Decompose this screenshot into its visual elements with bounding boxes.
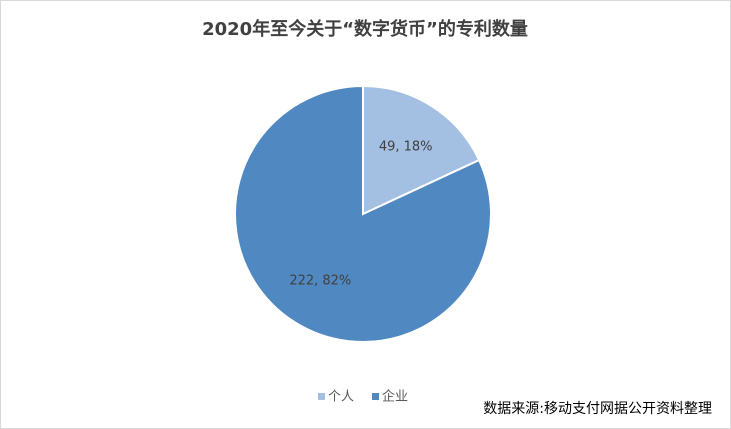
source-note: 数据来源:移动支付网据公开资料整理 <box>483 401 712 417</box>
data-label: 49, 18% <box>379 140 433 155</box>
legend-label: 企业 <box>382 389 408 405</box>
legend-label: 个人 <box>328 390 354 405</box>
pie-slice <box>234 84 492 343</box>
chart-title: 2020年至今关于“数字货币”的专利数量 <box>202 18 528 40</box>
legend-swatch <box>372 393 380 400</box>
pie-slice <box>362 84 481 216</box>
data-label: 222, 82% <box>289 273 351 288</box>
legend-swatch <box>318 393 325 400</box>
